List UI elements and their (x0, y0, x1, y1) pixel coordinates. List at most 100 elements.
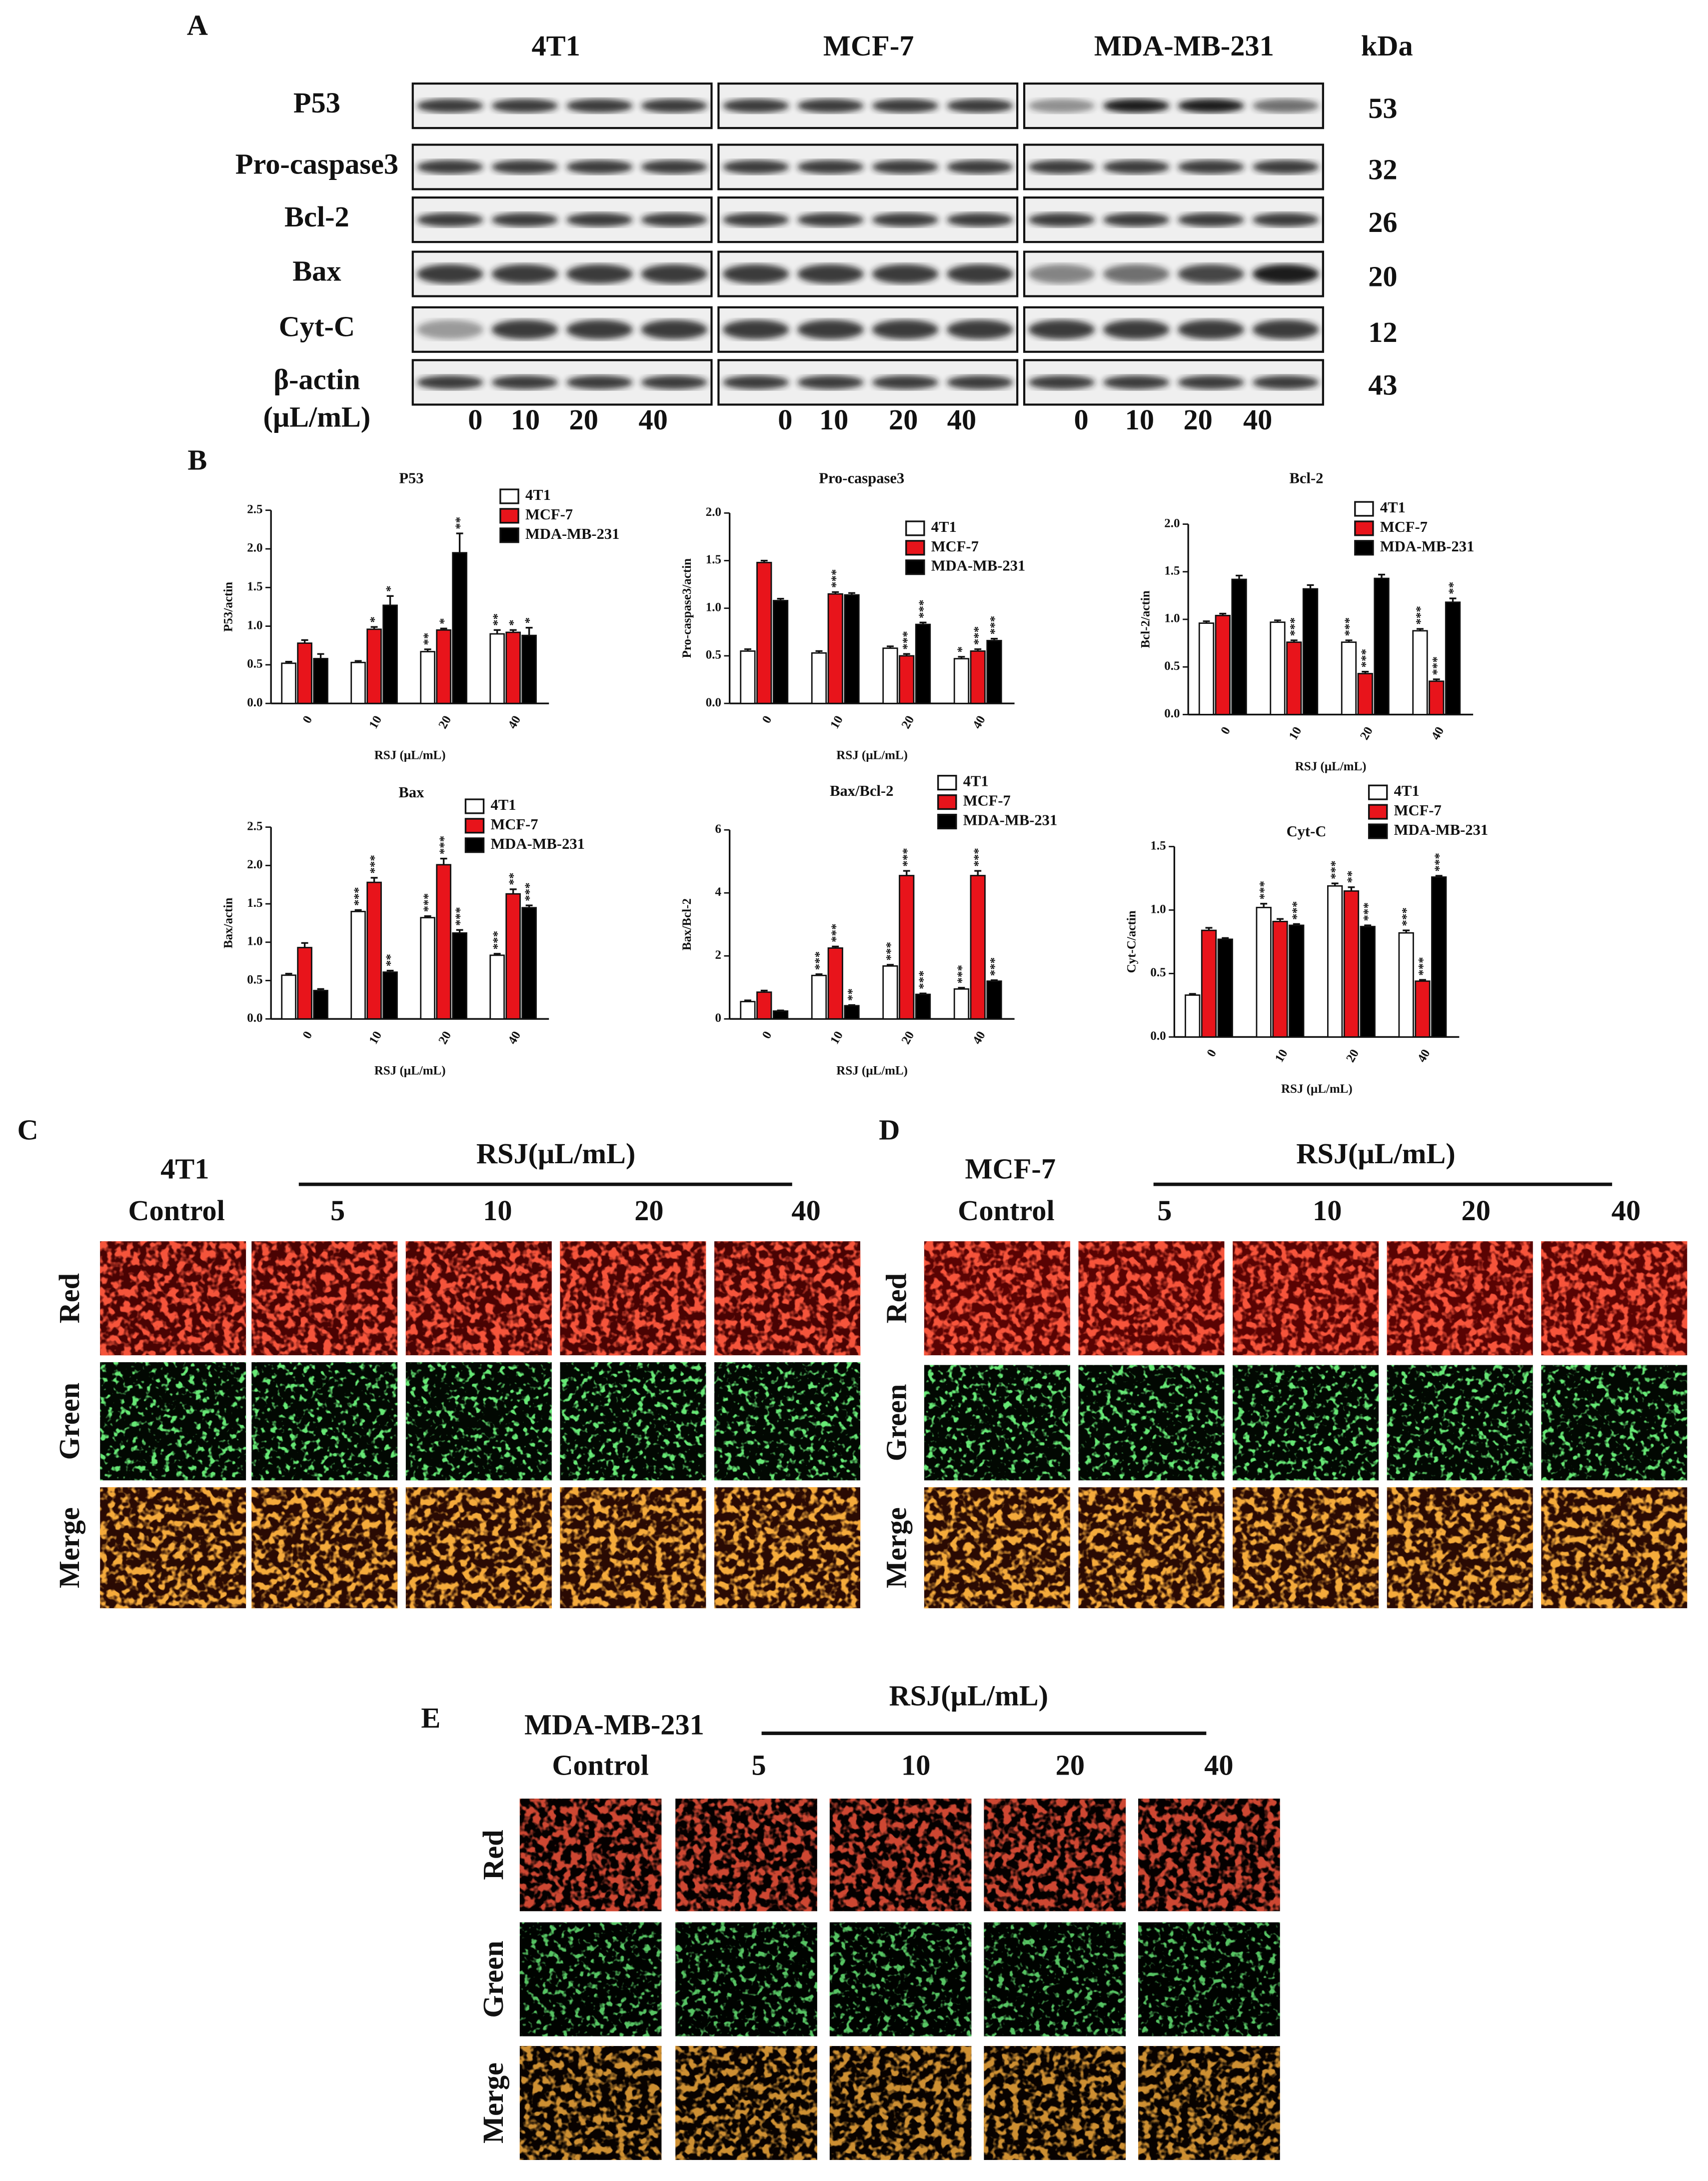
dose-label: 10 (483, 1194, 512, 1227)
chart-title: Bcl-2 (1290, 470, 1324, 487)
significance-mark: ** (1447, 582, 1460, 594)
dose-label: 20 (634, 1194, 663, 1227)
significance-mark: ** (846, 988, 859, 1001)
control-label: Control (128, 1194, 225, 1227)
micrograph-cells (560, 1362, 706, 1481)
x-axis-label: RSJ (μL/mL) (836, 749, 908, 762)
bar (521, 634, 537, 704)
significance-mark: * (507, 619, 520, 626)
blot-band (872, 319, 939, 339)
significance-mark: * (437, 618, 451, 624)
bar (1341, 641, 1357, 715)
x-tick-label: 20 (899, 713, 917, 731)
significance-mark: * (955, 646, 969, 653)
legend-label: MCF-7 (490, 816, 538, 833)
error-bar (919, 992, 927, 995)
micrograph-texture (1138, 1922, 1280, 2037)
bar (1429, 680, 1445, 715)
blot-band (947, 375, 1013, 389)
bar (756, 561, 772, 704)
bar (827, 593, 843, 704)
x-tick-label: 0 (300, 1029, 315, 1041)
blot-band (1103, 319, 1170, 339)
chart-title: Cyt-C (1287, 823, 1327, 840)
micrograph-texture (1138, 1799, 1280, 1912)
micrograph-cells (1541, 1487, 1688, 1609)
blot-band (722, 212, 789, 227)
significance-mark: *** (972, 848, 985, 867)
bar (1217, 938, 1233, 1038)
blot-band (491, 264, 558, 284)
micrograph-cells (1078, 1487, 1225, 1609)
blot-band (1178, 375, 1245, 389)
blot-band (1103, 375, 1170, 389)
blot-band (1028, 375, 1095, 389)
significance-mark: *** (1258, 881, 1271, 900)
micrograph-texture (1541, 1487, 1688, 1609)
blot-band (1028, 319, 1095, 339)
dose-label: 20 (1183, 403, 1212, 436)
blot-band (797, 212, 864, 227)
dose-label: 20 (1056, 1749, 1085, 1781)
error-bar (285, 661, 292, 663)
channel-label: Green (880, 1384, 912, 1462)
chart-title: P53 (399, 470, 423, 487)
bar (827, 947, 843, 1020)
blot-band (872, 98, 939, 113)
error-bar (832, 591, 839, 594)
micrograph-cells (714, 1362, 861, 1481)
x-tick-label: 10 (828, 713, 846, 731)
x-tick-label: 40 (505, 1029, 523, 1046)
treatment-label: RSJ(μL/mL) (1296, 1137, 1456, 1170)
y-tick-label: 0.5 (247, 657, 262, 671)
blot-band (1103, 160, 1170, 174)
bar (1201, 929, 1217, 1038)
panel-label: E (421, 1702, 440, 1734)
channel-label: Merge (53, 1507, 85, 1588)
chart-title: Bax/Bcl-2 (830, 782, 893, 799)
significance-mark: ** (384, 954, 397, 966)
error-bar (777, 598, 784, 601)
x-tick-label: 10 (366, 1029, 384, 1046)
legend-label: MDA-MB-231 (1394, 821, 1489, 838)
error-bar (424, 915, 431, 918)
error-bar (456, 532, 463, 553)
blot-band (1028, 212, 1095, 227)
dose-label: 10 (1125, 403, 1154, 436)
legend-label: MDA-MB-231 (525, 525, 620, 542)
bar (382, 604, 398, 704)
bar (489, 954, 505, 1020)
error-bar (370, 626, 378, 629)
bar (281, 662, 296, 704)
blot-band (797, 98, 864, 113)
micrograph-cells (1387, 1365, 1533, 1481)
significance-mark: * (523, 617, 536, 624)
significance-mark: * (384, 585, 397, 592)
error-bar (760, 989, 768, 992)
micrograph-cells (405, 1362, 552, 1481)
error-bar (1236, 574, 1243, 579)
legend-swatch (464, 837, 485, 853)
y-tick-label: 1.5 (247, 580, 262, 593)
error-bar (1274, 619, 1281, 622)
dose-label: 10 (511, 403, 540, 436)
cell-line-label: 4T1 (160, 1153, 209, 1185)
micrograph-texture (984, 1922, 1126, 2037)
y-tick-label: 2.5 (247, 502, 262, 516)
cell-line-header: MCF-7 (823, 29, 914, 62)
micrograph-texture (1233, 1365, 1379, 1481)
micrograph-cells (1138, 2046, 1280, 2160)
bar (313, 658, 328, 704)
bar (1215, 614, 1231, 715)
bar (1431, 876, 1447, 1038)
y-axis-label: Bax/Bcl-2 (680, 898, 694, 950)
micrograph-cells (1078, 1241, 1225, 1356)
panel-label: C (17, 1114, 38, 1146)
legend-swatch (937, 794, 957, 810)
y-tick-label: 1.0 (1150, 902, 1166, 916)
significance-mark: *** (900, 848, 914, 867)
y-tick-label: 2.0 (706, 505, 721, 519)
channel-label: Red (477, 1830, 509, 1880)
blot-band (722, 98, 789, 113)
micrograph-texture (984, 2046, 1126, 2160)
